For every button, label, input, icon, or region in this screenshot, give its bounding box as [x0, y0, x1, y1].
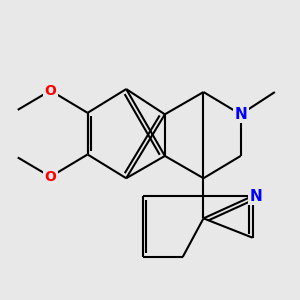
Text: N: N [234, 107, 247, 122]
Text: N: N [249, 189, 262, 204]
Text: O: O [44, 170, 56, 184]
Text: O: O [44, 84, 56, 98]
